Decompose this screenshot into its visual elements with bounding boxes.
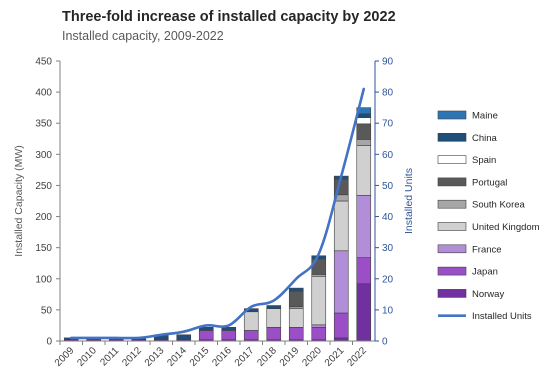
y2-tick-label-0: 0 <box>382 337 388 348</box>
legend-label-portugal: Portugal <box>472 177 507 188</box>
bar-france-2022 <box>356 195 372 258</box>
y2-tick-label-70: 70 <box>382 119 394 130</box>
bar-united-kingdom-2020 <box>311 275 327 326</box>
y-tick-label-200: 200 <box>35 212 52 223</box>
bar-united-kingdom-2019 <box>288 308 304 328</box>
bar-japan-2020 <box>311 327 327 341</box>
bar-japan-2022 <box>356 257 372 285</box>
y2-tick-label-40: 40 <box>382 212 394 223</box>
y2-tick-label-80: 80 <box>382 88 394 99</box>
line-layer <box>69 87 366 340</box>
x-tick-label-2014: 2014 <box>165 345 189 369</box>
y2-tick-label-50: 50 <box>382 181 394 192</box>
bar-norway-2022 <box>356 283 372 342</box>
bar-china-2015 <box>198 327 214 331</box>
bar-france-2020 <box>311 324 327 328</box>
bar-china-2014 <box>176 334 192 341</box>
y-tick-label-350: 350 <box>35 119 52 130</box>
bars-layer <box>63 107 372 342</box>
legend-swatch-china <box>437 133 467 142</box>
x-tick-label-2012: 2012 <box>120 345 144 369</box>
legend-label-united-kingdom: United Kingdom <box>472 222 540 233</box>
x-tick-label-2009: 2009 <box>53 345 77 369</box>
x-tick-label-2013: 2013 <box>143 345 167 369</box>
legend-label-installed-units: Installed Units <box>472 311 532 322</box>
bar-spain-2022 <box>356 117 372 125</box>
y-tick-label-0: 0 <box>46 337 52 348</box>
x-tick-label-2016: 2016 <box>210 345 234 369</box>
bar-japan-2016 <box>221 330 237 341</box>
bar-portugal-2019 <box>288 290 304 308</box>
y-tick-label-250: 250 <box>35 181 52 192</box>
bar-united-kingdom-2018 <box>266 308 282 328</box>
bar-maine-2022 <box>356 107 372 115</box>
legend-label-norway: Norway <box>472 289 504 300</box>
legend-label-spain: Spain <box>472 155 496 166</box>
legend-swatch-portugal <box>437 177 467 187</box>
y2-tick-label-90: 90 <box>382 57 394 68</box>
chart-subtitle: Installed capacity, 2009-2022 <box>62 29 224 43</box>
bar-united-kingdom-2017 <box>243 311 259 331</box>
bar-japan-2015 <box>198 330 214 341</box>
x-tick-label-2010: 2010 <box>75 345 99 369</box>
legend-label-south-korea: South Korea <box>472 200 526 211</box>
bar-united-kingdom-2021 <box>333 200 349 252</box>
bar-china-2022 <box>356 113 372 118</box>
bar-japan-2019 <box>288 327 304 341</box>
x-tick-label-2022: 2022 <box>345 345 369 369</box>
y-tick-label-150: 150 <box>35 243 52 254</box>
x-tick-label-2020: 2020 <box>300 345 324 369</box>
legend-swatch-spain <box>437 155 467 164</box>
bar-japan-2021 <box>333 312 349 339</box>
legend-swatch-norway <box>437 289 467 298</box>
y-tick-label-100: 100 <box>35 274 52 285</box>
legend-label-france: France <box>472 244 502 255</box>
y2-tick-label-30: 30 <box>382 243 394 254</box>
y-tick-label-450: 450 <box>35 57 52 68</box>
legend-label-maine: Maine <box>472 111 498 122</box>
bar-portugal-2022 <box>356 123 372 140</box>
installed-units-line <box>69 87 366 340</box>
x-tick-label-2021: 2021 <box>323 345 347 369</box>
x-tick-label-2017: 2017 <box>233 345 257 369</box>
y2-tick-label-20: 20 <box>382 274 394 285</box>
y2-tick-label-60: 60 <box>382 150 394 161</box>
bar-japan-2017 <box>243 330 259 341</box>
bar-japan-2018 <box>266 327 282 341</box>
bar-china-2016 <box>221 327 237 331</box>
y-tick-label-400: 400 <box>35 88 52 99</box>
legend-label-japan: Japan <box>472 267 498 278</box>
legend-swatch-maine <box>437 110 467 120</box>
y2-axis-title: Installed Units <box>403 168 415 234</box>
x-tick-label-2015: 2015 <box>188 345 212 369</box>
bar-south-korea-2022 <box>356 139 372 146</box>
y-tick-label-50: 50 <box>41 305 53 316</box>
legend-swatch-france <box>437 244 467 254</box>
y-axis-title: Installed Capacity (MW) <box>13 145 25 256</box>
bar-united-kingdom-2022 <box>356 145 372 196</box>
legend: Maine China Spain Portugal South Korea United… <box>437 110 540 322</box>
y2-tick-label-10: 10 <box>382 305 394 316</box>
chart-title: Three-fold increase of installed capacit… <box>62 9 396 25</box>
bar-france-2021 <box>333 250 349 314</box>
legend-swatch-japan <box>437 266 467 276</box>
legend-label-china: China <box>472 133 498 144</box>
y-tick-label-300: 300 <box>35 150 52 161</box>
bar-china-2017 <box>243 308 259 313</box>
legend-swatch-south-korea <box>437 199 467 209</box>
x-tick-label-2019: 2019 <box>278 345 302 369</box>
x-tick-label-2011: 2011 <box>98 345 121 368</box>
bar-china-2019 <box>288 287 304 292</box>
legend-swatch-united-kingdom <box>437 222 467 231</box>
x-tick-label-2018: 2018 <box>255 345 279 369</box>
bar-china-2018 <box>266 305 282 309</box>
